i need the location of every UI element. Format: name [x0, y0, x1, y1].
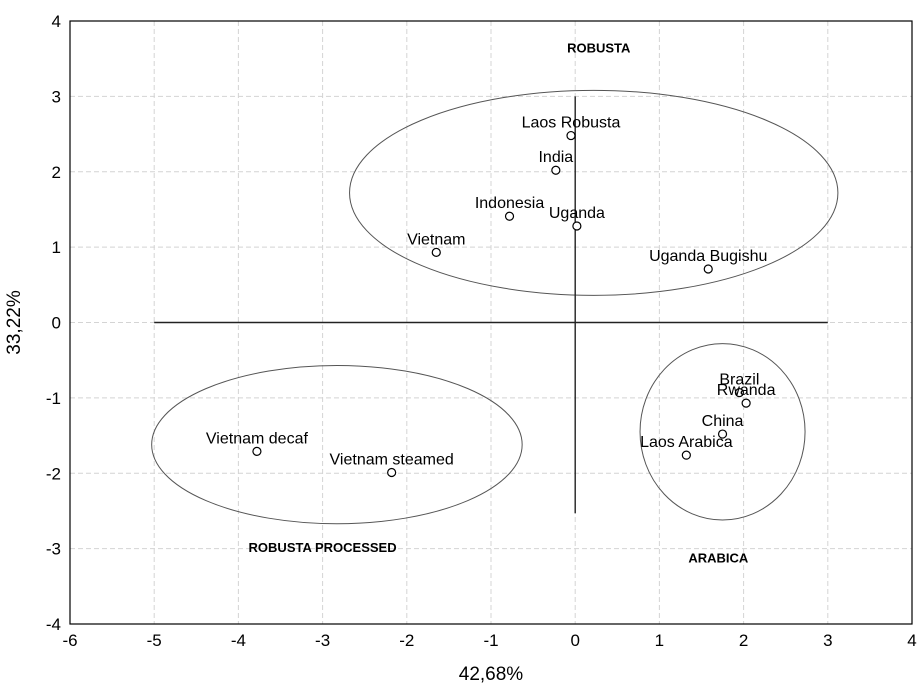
data-point — [572, 221, 582, 231]
data-point — [504, 211, 515, 221]
data-point — [252, 446, 262, 456]
data-point — [551, 165, 561, 175]
data-point — [681, 450, 691, 460]
group-ellipse — [639, 343, 806, 521]
data-point — [566, 130, 576, 141]
data-point — [387, 467, 397, 478]
data-point — [741, 398, 751, 408]
point-label: Vietnam — [407, 231, 465, 248]
group-ellipse — [151, 364, 523, 525]
x-axis-title: 42,68% — [459, 664, 524, 685]
x-tick-label: -4 — [231, 631, 246, 650]
point-label: Vietnam decaf — [206, 430, 309, 447]
y-tick-label: -1 — [46, 389, 61, 408]
x-tick-labels: -6 -5 -4 -3 -2 -1 0 1 2 3 4 — [62, 631, 916, 650]
x-tick-label: 4 — [907, 631, 916, 650]
plot-frame — [69, 20, 913, 625]
point-label: Laos Arabica — [640, 434, 733, 451]
x-tick-label: 1 — [655, 631, 664, 650]
y-tick-label: 0 — [52, 314, 61, 333]
y-axis-title: 33,22% — [4, 290, 25, 355]
group-ellipses — [151, 89, 839, 525]
y-tick-labels: -4 -3 -2 -1 0 1 2 3 4 — [46, 12, 61, 634]
x-tick-label: 0 — [570, 631, 579, 650]
point-label: China — [702, 413, 744, 430]
y-tick-label: 4 — [52, 12, 61, 31]
group-label: ROBUSTA PROCESSED — [249, 540, 397, 555]
group-ellipse — [349, 89, 839, 296]
data-point — [703, 264, 713, 274]
data-point — [717, 429, 728, 439]
point-labels: Laos Robusta India Indonesia Uganda Vietnam U… — [206, 115, 776, 469]
y-tick-label: 2 — [52, 163, 61, 182]
y-tick-label: -3 — [46, 540, 61, 559]
group-label: ARABICA — [688, 551, 749, 566]
x-tick-label: -6 — [62, 631, 77, 650]
group-labels: ROBUSTA ROBUSTA PROCESSED ARABICA — [249, 40, 749, 565]
y-tick-label: -4 — [46, 615, 61, 634]
point-label: Rwanda — [717, 382, 776, 399]
y-tick-label: -2 — [46, 464, 61, 483]
point-label: Vietnam steamed — [330, 451, 454, 468]
x-tick-label: -5 — [147, 631, 162, 650]
point-label: Uganda Bugishu — [649, 248, 767, 265]
center-axis-lines — [154, 96, 828, 514]
point-label: India — [538, 149, 573, 166]
x-tick-label: -3 — [315, 631, 330, 650]
y-tick-label: 1 — [52, 238, 61, 257]
x-tick-label: -1 — [483, 631, 498, 650]
x-tick-label: 3 — [823, 631, 832, 650]
point-label: Brazil — [719, 372, 759, 389]
x-tick-label: 2 — [739, 631, 748, 650]
data-point — [734, 387, 744, 398]
data-points — [252, 130, 751, 478]
group-label: ROBUSTA — [567, 40, 631, 55]
point-label: Uganda — [549, 205, 605, 222]
point-label: Laos Robusta — [522, 115, 621, 132]
y-tick-label: 3 — [52, 87, 61, 106]
x-tick-label: -2 — [399, 631, 414, 650]
data-point — [431, 247, 441, 258]
point-label: Indonesia — [475, 195, 544, 212]
